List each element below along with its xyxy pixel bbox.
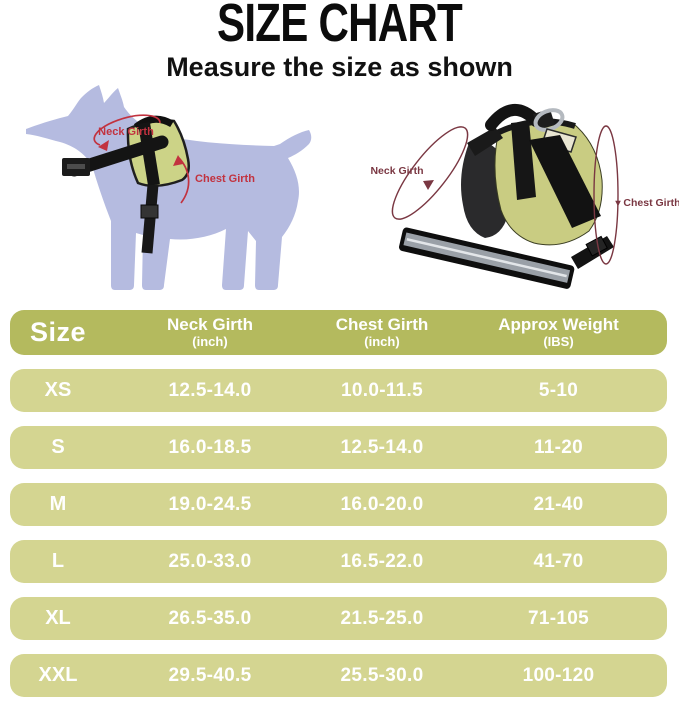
neck-girth-cell: 12.5-14.0 bbox=[168, 379, 252, 401]
chest-girth-cell: 12.5-14.0 bbox=[340, 436, 424, 458]
weight-cell: 71-105 bbox=[528, 607, 589, 629]
harness-neck-girth-label: Neck Girth bbox=[370, 165, 423, 177]
dog-neck-arrowhead-icon bbox=[98, 140, 109, 151]
dog-harness-girth-strap bbox=[141, 184, 159, 254]
weight-cell: 41-70 bbox=[533, 550, 584, 572]
size-cell: XXL bbox=[38, 664, 78, 686]
weight-cell: 11-20 bbox=[533, 436, 584, 458]
dog-measurement-diagram: Neck Girth Chest Girth bbox=[26, 85, 312, 290]
table-row-xl: XL 26.5-35.0 21.5-25.0 71-105 bbox=[10, 597, 667, 640]
chest-girth-cell: 25.5-30.0 bbox=[340, 664, 424, 686]
size-cell: XS bbox=[44, 379, 72, 401]
harness-reflective-strap bbox=[399, 227, 575, 289]
column-header-neck-girth: Neck Girth (inch) bbox=[106, 315, 314, 349]
table-row-l: L 25.0-33.0 16.5-22.0 41-70 bbox=[10, 540, 667, 583]
harness-chest-arrow-icon: ▾ bbox=[614, 198, 621, 209]
column-header-chest-girth-unit: (inch) bbox=[364, 333, 400, 349]
table-row-s: S 16.0-18.5 12.5-14.0 11-20 bbox=[10, 426, 667, 469]
size-cell: S bbox=[51, 436, 65, 458]
weight-cell: 100-120 bbox=[522, 664, 595, 686]
neck-girth-cell: 19.0-24.5 bbox=[168, 493, 252, 515]
harness-dring-icon bbox=[533, 108, 565, 132]
harness-chest-girth-ellipse bbox=[593, 125, 619, 265]
dog-harness-girth-buckle bbox=[140, 204, 159, 219]
harness-handle bbox=[485, 104, 542, 131]
neck-girth-cell: 16.0-18.5 bbox=[168, 436, 252, 458]
harness-chest-strap bbox=[529, 135, 601, 228]
chest-girth-cell: 10.0-11.5 bbox=[341, 379, 423, 401]
chest-girth-cell: 16.5-22.0 bbox=[340, 550, 424, 572]
neck-girth-cell: 29.5-40.5 bbox=[168, 664, 252, 686]
dog-chest-girth-label: Chest Girth bbox=[195, 173, 255, 185]
table-row-xs: XS 12.5-14.0 10.0-11.5 5-10 bbox=[10, 369, 667, 412]
dog-harness-front-strap bbox=[138, 122, 160, 186]
column-header-approx-weight-unit: (IBS) bbox=[543, 333, 574, 349]
size-cell: M bbox=[49, 493, 67, 515]
neck-girth-cell: 25.0-33.0 bbox=[168, 550, 252, 572]
column-header-chest-girth-label: Chest Girth bbox=[335, 315, 429, 335]
size-table: Size Neck Girth (inch) Chest Girth (inch… bbox=[10, 310, 667, 702]
table-row-m: M 19.0-24.5 16.0-20.0 21-40 bbox=[10, 483, 667, 526]
page-subtitle: Measure the size as shown bbox=[166, 52, 513, 82]
column-header-chest-girth: Chest Girth (inch) bbox=[314, 315, 450, 349]
dog-neck-girth-arc bbox=[93, 114, 161, 146]
column-header-size: Size bbox=[29, 317, 87, 347]
neck-girth-cell: 26.5-35.0 bbox=[168, 607, 252, 629]
table-row-xxl: XXL 29.5-40.5 25.5-30.0 100-120 bbox=[10, 654, 667, 697]
chest-girth-cell: 16.0-20.0 bbox=[340, 493, 424, 515]
harness-chest-girth-label: Chest Girth bbox=[623, 197, 679, 209]
column-header-approx-weight-label: Approx Weight bbox=[498, 315, 619, 335]
weight-cell: 5-10 bbox=[538, 379, 579, 401]
page-title: SIZE CHART bbox=[217, 0, 463, 53]
harness-neck-arrowhead-icon bbox=[423, 180, 434, 190]
harness-measurement-diagram: Neck Girth ▾ Chest Girth bbox=[370, 104, 679, 289]
column-header-approx-weight: Approx Weight (IBS) bbox=[450, 315, 667, 349]
chest-girth-cell: 21.5-25.0 bbox=[340, 607, 424, 629]
harness-shoulder-strap bbox=[467, 127, 503, 156]
column-header-neck-girth-unit: (inch) bbox=[192, 333, 228, 349]
dog-neck-girth-label: Neck Girth bbox=[98, 126, 154, 138]
harness-neck-girth-ellipse bbox=[391, 126, 469, 220]
size-cell: L bbox=[51, 550, 65, 572]
size-cell: XL bbox=[45, 607, 71, 629]
dog-harness-buckle-pin bbox=[67, 164, 85, 169]
dog-chest-arrowhead-icon bbox=[173, 155, 183, 166]
dog-silhouette-shape bbox=[26, 85, 312, 290]
table-header-row: Size Neck Girth (inch) Chest Girth (inch… bbox=[10, 310, 667, 355]
weight-cell: 21-40 bbox=[533, 493, 584, 515]
column-header-neck-girth-label: Neck Girth bbox=[167, 315, 253, 335]
